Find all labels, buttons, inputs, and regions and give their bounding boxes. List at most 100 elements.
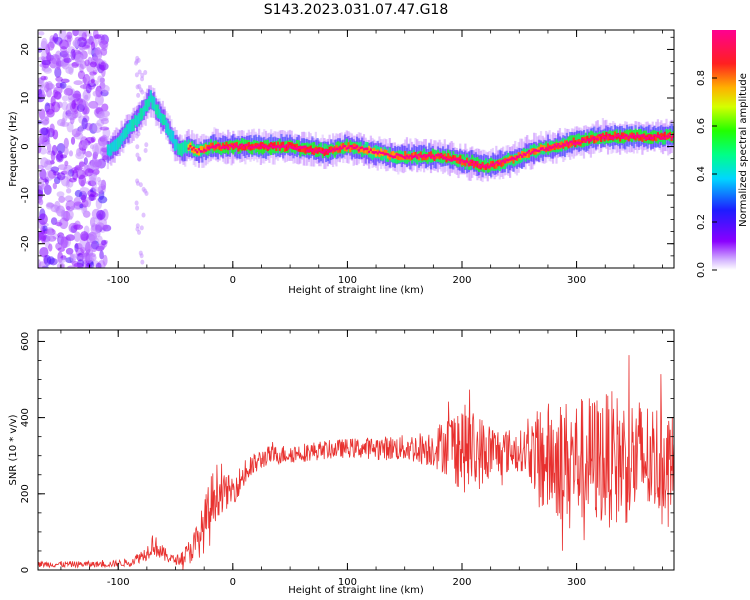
heatmap-cell xyxy=(452,154,455,161)
heatmap-cell xyxy=(199,145,202,152)
heatmap-cell xyxy=(362,148,366,154)
heatmap-cell xyxy=(74,54,85,65)
heatmap-cell xyxy=(89,144,95,150)
heatmap-cell xyxy=(519,153,522,157)
heatmap-cell xyxy=(572,137,575,144)
heatmap-cell xyxy=(500,160,503,163)
heatmap-cell xyxy=(483,165,486,169)
heatmap-cell xyxy=(416,156,419,160)
heatmap-cell xyxy=(318,148,321,151)
heatmap-cell xyxy=(613,136,617,139)
heatmap-cell xyxy=(134,133,139,139)
heatmap-cell xyxy=(163,114,166,126)
heatmap-cell xyxy=(245,143,249,147)
heatmap-cell xyxy=(72,93,81,99)
heatmap-cell xyxy=(42,225,48,232)
heatmap-cell xyxy=(545,147,548,150)
snr-frame xyxy=(37,329,675,571)
heatmap-cell xyxy=(187,144,190,151)
snr-x-tick-label: 200 xyxy=(452,577,471,588)
heatmap-cell xyxy=(326,150,329,154)
heatmap-cell xyxy=(388,147,391,160)
heatmap-cell xyxy=(636,134,639,137)
heatmap-cell xyxy=(91,155,98,168)
heatmap-cell xyxy=(235,144,238,148)
heatmap-cell xyxy=(460,159,464,166)
heatmap-cell xyxy=(65,200,76,212)
heatmap-cell xyxy=(244,143,247,147)
heatmap-cell xyxy=(521,155,524,158)
heatmap-cell xyxy=(514,157,517,161)
heatmap-cell xyxy=(309,148,312,151)
heatmap-cell xyxy=(405,154,409,158)
heatmap-cell xyxy=(550,146,553,150)
heatmap-cell xyxy=(197,148,201,151)
heatmap-cell xyxy=(508,158,512,161)
heatmap-cell xyxy=(306,149,309,153)
heatmap-cell xyxy=(38,143,42,154)
heatmap-cell xyxy=(38,198,44,206)
snr-x-ticks: -100 0 100 200 300 xyxy=(60,330,663,588)
heatmap-cell xyxy=(85,196,92,208)
heatmap-cell xyxy=(524,153,527,157)
heatmap-cell xyxy=(73,224,84,230)
heatmap-cell xyxy=(208,147,211,150)
heatmap-cell xyxy=(397,153,400,156)
heatmap-cell xyxy=(472,160,476,164)
heatmap-cell xyxy=(395,153,398,156)
heatmap-cell xyxy=(672,134,674,138)
heatmap-cell xyxy=(472,161,476,169)
heatmap-cell xyxy=(347,142,350,149)
heatmap-cell xyxy=(586,135,589,142)
heatmap-cell xyxy=(40,157,49,168)
heatmap-cell xyxy=(280,145,283,148)
heatmap-cell xyxy=(350,144,354,151)
heatmap-cell xyxy=(510,157,513,160)
heatmap-cell xyxy=(414,152,417,163)
heatmap-cell xyxy=(455,158,458,161)
heatmap-cell xyxy=(125,124,128,138)
heatmap-cell xyxy=(304,147,307,154)
heatmap-cell xyxy=(569,140,572,144)
heatmap-cell xyxy=(78,254,86,260)
heatmap-cell xyxy=(307,149,311,152)
heatmap-cell xyxy=(92,122,103,134)
heatmap-cell xyxy=(527,149,531,153)
heatmap-cell xyxy=(545,147,548,153)
heatmap-cell xyxy=(502,160,505,167)
spectrogram-y-tick-label: 10 xyxy=(20,92,31,105)
colorbar: 0.0 0.2 0.4 0.6 0.8 Normalized spectral ampl… xyxy=(696,30,749,278)
heatmap-cell xyxy=(247,142,250,148)
heatmap-cell xyxy=(496,161,500,165)
heatmap-cell xyxy=(486,166,489,169)
heatmap-cell xyxy=(80,231,89,242)
heatmap-cell xyxy=(369,148,372,152)
heatmap-cell xyxy=(247,147,250,150)
heatmap-cell xyxy=(196,150,199,154)
heatmap-cell xyxy=(347,146,350,150)
heatmap-cell xyxy=(154,104,158,115)
heatmap-cell xyxy=(364,147,367,151)
heatmap-cell xyxy=(259,146,262,150)
heatmap-cell xyxy=(345,138,348,152)
heatmap-cell xyxy=(48,243,53,252)
heatmap-cell xyxy=(335,147,338,151)
heatmap-cell xyxy=(137,156,142,162)
heatmap-cell xyxy=(445,157,448,160)
heatmap-cell xyxy=(582,138,586,142)
heatmap-cell xyxy=(340,147,343,150)
heatmap-cell xyxy=(661,136,665,139)
heatmap-cell xyxy=(490,163,493,166)
heatmap-cell xyxy=(663,131,666,138)
heatmap-cell xyxy=(142,105,146,116)
heatmap-cell xyxy=(276,145,280,148)
heatmap-cell xyxy=(392,151,395,158)
heatmap-cell xyxy=(240,144,244,151)
heatmap-cell xyxy=(190,148,194,151)
heatmap-cell xyxy=(343,145,347,152)
heatmap-cell xyxy=(140,259,145,265)
heatmap-cell xyxy=(59,121,70,127)
heatmap-cell xyxy=(123,127,127,139)
heatmap-cell xyxy=(85,241,92,253)
heatmap-cell xyxy=(64,160,69,167)
